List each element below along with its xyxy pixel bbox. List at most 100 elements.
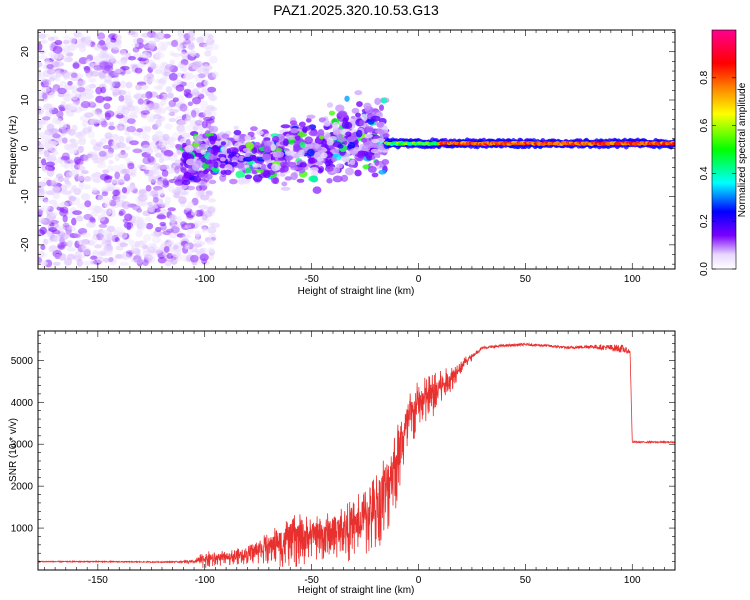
spectrogram-cell bbox=[256, 130, 264, 136]
spectrogram-cell bbox=[164, 260, 172, 267]
spectrogram-xtick-label: -100 bbox=[195, 274, 215, 285]
spectrogram-cell bbox=[66, 239, 74, 246]
spectrogram-cell bbox=[194, 107, 205, 112]
spectrogram-cell bbox=[63, 93, 72, 102]
spectrogram-cell bbox=[77, 173, 85, 182]
spectrogram-cell bbox=[127, 162, 135, 170]
spectrogram-cell bbox=[81, 170, 89, 175]
spectrogram-cell bbox=[85, 84, 91, 93]
spectrogram-cell bbox=[59, 201, 69, 208]
spectrogram-cell bbox=[194, 248, 204, 253]
spectrogram-cell bbox=[164, 123, 173, 130]
spectrogram-cell bbox=[336, 163, 343, 169]
spectrogram-cell bbox=[198, 72, 205, 79]
spectrogram-cell bbox=[82, 120, 88, 128]
spectrogram-cell bbox=[181, 151, 189, 159]
spectrogram-cell bbox=[96, 163, 107, 169]
spectrogram-cell bbox=[95, 141, 104, 147]
spectrogram-cell bbox=[50, 180, 57, 187]
colorbar: 0.0 0.2 0.4 0.6 0.8 Normalized spectral ampl… bbox=[699, 29, 748, 276]
spectrogram-cell bbox=[160, 155, 171, 161]
spectrogram-cell bbox=[337, 144, 344, 149]
spectrogram-cell bbox=[62, 128, 72, 134]
spectrogram-cell bbox=[192, 163, 199, 171]
spectrogram-cell bbox=[72, 210, 83, 216]
spectrogram-cell bbox=[113, 76, 119, 83]
spectrogram-cell bbox=[53, 236, 60, 243]
spectrogram-cell bbox=[326, 137, 334, 146]
spectrogram-cell bbox=[56, 206, 62, 211]
spectrogram-cell bbox=[194, 230, 201, 238]
spectrogram-cell bbox=[271, 135, 280, 143]
spectrogram-cell bbox=[213, 161, 219, 169]
spectrogram-cell bbox=[38, 188, 47, 195]
spectrogram-cell bbox=[77, 43, 86, 49]
spectrogram-cell bbox=[118, 194, 127, 200]
spectrogram-cell bbox=[90, 255, 98, 260]
spectrogram-cell bbox=[173, 244, 179, 250]
spectrogram-cell bbox=[128, 56, 136, 61]
spectrogram-cell bbox=[102, 197, 112, 205]
spectrogram-cell bbox=[140, 125, 150, 134]
spectrogram-cell bbox=[69, 91, 80, 100]
colorbar-gradient bbox=[711, 29, 737, 270]
spectrogram-cell bbox=[129, 140, 139, 146]
spectrogram-cell bbox=[279, 161, 289, 167]
spectrogram-xlabel: Height of straight line (km) bbox=[298, 286, 415, 297]
spectrogram-cell bbox=[99, 173, 110, 181]
spectrogram-cell bbox=[147, 43, 156, 49]
spectrogram-cell bbox=[117, 110, 123, 116]
spectrogram-cell bbox=[141, 114, 150, 119]
spectrogram-cell bbox=[306, 148, 315, 157]
spectrogram-cell bbox=[223, 140, 233, 148]
spectrogram-ytick-label: 10 bbox=[20, 94, 31, 106]
spectrogram-cell bbox=[50, 54, 58, 61]
spectrogram-cell bbox=[236, 162, 245, 169]
spectrogram-cell bbox=[127, 105, 136, 112]
spectrogram-cell bbox=[118, 151, 129, 159]
spectrogram-cell bbox=[190, 254, 199, 263]
spectrogram-cell bbox=[124, 146, 131, 151]
spectrogram-cell bbox=[310, 170, 319, 178]
spectrogram-cell bbox=[153, 134, 160, 140]
spectrogram-cell bbox=[135, 84, 142, 91]
spectrogram-cell bbox=[148, 175, 157, 183]
spectrogram-cell bbox=[76, 258, 83, 267]
spectrogram-cell bbox=[143, 234, 152, 242]
spectrogram-cell bbox=[328, 110, 336, 116]
spectrogram-cell bbox=[69, 170, 78, 177]
spectrogram-cell bbox=[371, 172, 379, 178]
spectrogram-cell bbox=[112, 91, 118, 97]
spectrogram-cell bbox=[212, 149, 218, 156]
spectrogram-cell bbox=[76, 80, 85, 88]
spectrogram-cell bbox=[114, 171, 121, 180]
spectrogram-cell bbox=[380, 97, 388, 104]
spectrogram-cell bbox=[252, 163, 262, 168]
spectrogram-cell bbox=[38, 61, 43, 68]
spectrogram-xtick-label: 50 bbox=[520, 274, 532, 285]
spectrogram-cell bbox=[74, 131, 82, 138]
spectrogram-cell bbox=[272, 177, 280, 185]
spectrogram-cell bbox=[114, 253, 124, 259]
spectrogram-cell bbox=[83, 213, 93, 221]
spectrogram-cell bbox=[104, 110, 115, 118]
spectrogram-cell bbox=[183, 171, 192, 179]
spectrogram-cell bbox=[157, 164, 167, 170]
spectrogram-cell bbox=[376, 121, 384, 128]
spectrogram-cell bbox=[119, 242, 128, 248]
spectrogram-cell bbox=[102, 145, 112, 150]
spectrogram-cell bbox=[145, 59, 156, 68]
spectrogram-cell bbox=[232, 134, 240, 140]
snr-ytick-label: 2000 bbox=[11, 482, 34, 493]
spectrogram-cell bbox=[205, 191, 213, 197]
spectrogram-cell bbox=[168, 142, 176, 149]
spectrogram-cell bbox=[157, 256, 167, 264]
spectrogram-cell bbox=[242, 147, 251, 153]
spectrogram-cell bbox=[101, 238, 108, 245]
spectrogram-cell bbox=[174, 165, 180, 174]
spectrogram-cell bbox=[364, 133, 373, 139]
spectrogram-cell bbox=[319, 135, 325, 140]
spectrogram-cell bbox=[284, 176, 292, 181]
spectrogram-cell bbox=[224, 164, 233, 172]
